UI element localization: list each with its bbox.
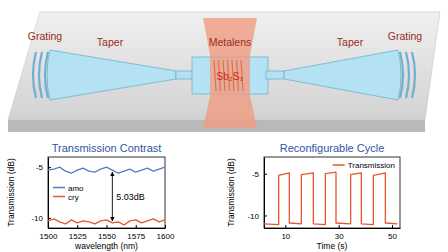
y-axis: -10 -5 [31, 158, 51, 229]
figure-svg: Grating Taper Metalens Sb₂S₃ Taper Grating 150… [0, 0, 448, 252]
y-tick-mark [264, 215, 267, 216]
diagram-label: Metalens [209, 36, 252, 48]
plot-frame [264, 157, 400, 228]
y-tick-label: -10 [31, 214, 43, 223]
plot-frame [48, 157, 165, 228]
y-tick: -5 [36, 163, 51, 172]
diagram-label: Grating [28, 30, 63, 42]
waveguide [266, 71, 284, 79]
x-tick-label: 30 [335, 232, 344, 241]
grating-line [400, 52, 403, 98]
grating-line [412, 52, 415, 98]
legend-label: amo [68, 184, 84, 193]
legend-swatch [333, 164, 345, 166]
grating-line [33, 52, 36, 98]
waveguide [176, 71, 194, 79]
legend-swatch [53, 187, 65, 189]
x-axis-title: wavelength (nm) [74, 241, 138, 251]
series-group [48, 167, 165, 225]
x-tick: 50 [388, 225, 397, 241]
y-axis-line [264, 158, 265, 229]
x-tick-label: 1600 [157, 232, 175, 241]
annotation-arrow [112, 172, 113, 221]
x-axis-line [265, 228, 401, 229]
x-tick: 10 [281, 225, 290, 241]
annotation-text: 5.03dB [116, 192, 145, 202]
y-axis-line [48, 158, 49, 229]
taper [284, 50, 401, 100]
device-diagram: Grating Taper Metalens Sb₂S₃ Taper Grating [8, 12, 440, 132]
x-axis: 1500 1525 1550 1575 1600 [40, 225, 175, 241]
x-tick-label: 10 [281, 232, 290, 241]
y-tick-mark [48, 167, 51, 168]
chart: 10 30 50 -10 -5 Transmission Reconfigurable Cy… [226, 142, 401, 251]
x-tick: 1575 [127, 225, 145, 241]
series-line [48, 219, 165, 225]
x-axis-line [49, 228, 166, 229]
series-group [264, 172, 397, 225]
diagram-label: Sb₂S₃ [217, 71, 244, 82]
series-line [48, 167, 165, 173]
y-tick: -5 [252, 170, 267, 179]
grating-line [406, 52, 409, 98]
grating-line [39, 52, 42, 98]
x-tick-mark [165, 225, 166, 228]
x-tick: 1550 [98, 225, 116, 241]
x-tick: 1600 [157, 225, 175, 241]
x-tick-label: 1575 [127, 232, 145, 241]
figure: Grating Taper Metalens Sb₂S₃ Taper Grating 150… [0, 0, 448, 252]
legend-label: cry [68, 193, 79, 202]
x-tick-mark [339, 225, 340, 228]
x-axis-title: Time (s) [317, 241, 348, 251]
x-tick-label: 1500 [40, 232, 58, 241]
y-tick-label: -5 [36, 163, 44, 172]
series-line [264, 172, 397, 225]
x-tick: 30 [335, 225, 344, 241]
x-tick-mark [107, 225, 108, 228]
sb2s3-layer [203, 18, 257, 128]
x-tick-label: 1525 [69, 232, 87, 241]
y-tick-label: -10 [247, 212, 259, 221]
x-tick-mark [392, 225, 393, 228]
y-tick: -10 [31, 214, 51, 223]
x-tick-label: 1550 [98, 232, 116, 241]
x-tick-mark [136, 225, 137, 228]
y-axis-title: Transmission (dB) [6, 158, 16, 227]
diagram-label: Taper [337, 36, 364, 48]
chart-title: Transmission Contrast [52, 142, 162, 154]
chart: 1500 1525 1550 1575 1600 -10 -5 5.03dB amocry Tra… [6, 142, 175, 251]
diagram-label: Grating [388, 30, 423, 42]
diagram-label: Taper [97, 36, 124, 48]
chart-title: Reconfigurable Cycle [280, 142, 385, 154]
x-axis: 10 30 50 [265, 225, 401, 241]
taper [47, 50, 176, 100]
legend-label: Transmission [348, 161, 395, 170]
x-tick: 1525 [69, 225, 87, 241]
legend: amocry [53, 184, 84, 202]
y-tick-mark [48, 218, 51, 219]
legend: Transmission [333, 161, 395, 170]
x-tick-mark [77, 225, 78, 228]
y-tick: -10 [247, 212, 267, 221]
x-tick-mark [285, 225, 286, 228]
legend-swatch [53, 196, 65, 198]
y-tick-label: -5 [252, 170, 260, 179]
y-tick-mark [264, 174, 267, 175]
y-axis-title: Transmission (dB) [226, 158, 236, 227]
x-tick-label: 50 [388, 232, 397, 241]
y-axis: -10 -5 [247, 158, 267, 229]
